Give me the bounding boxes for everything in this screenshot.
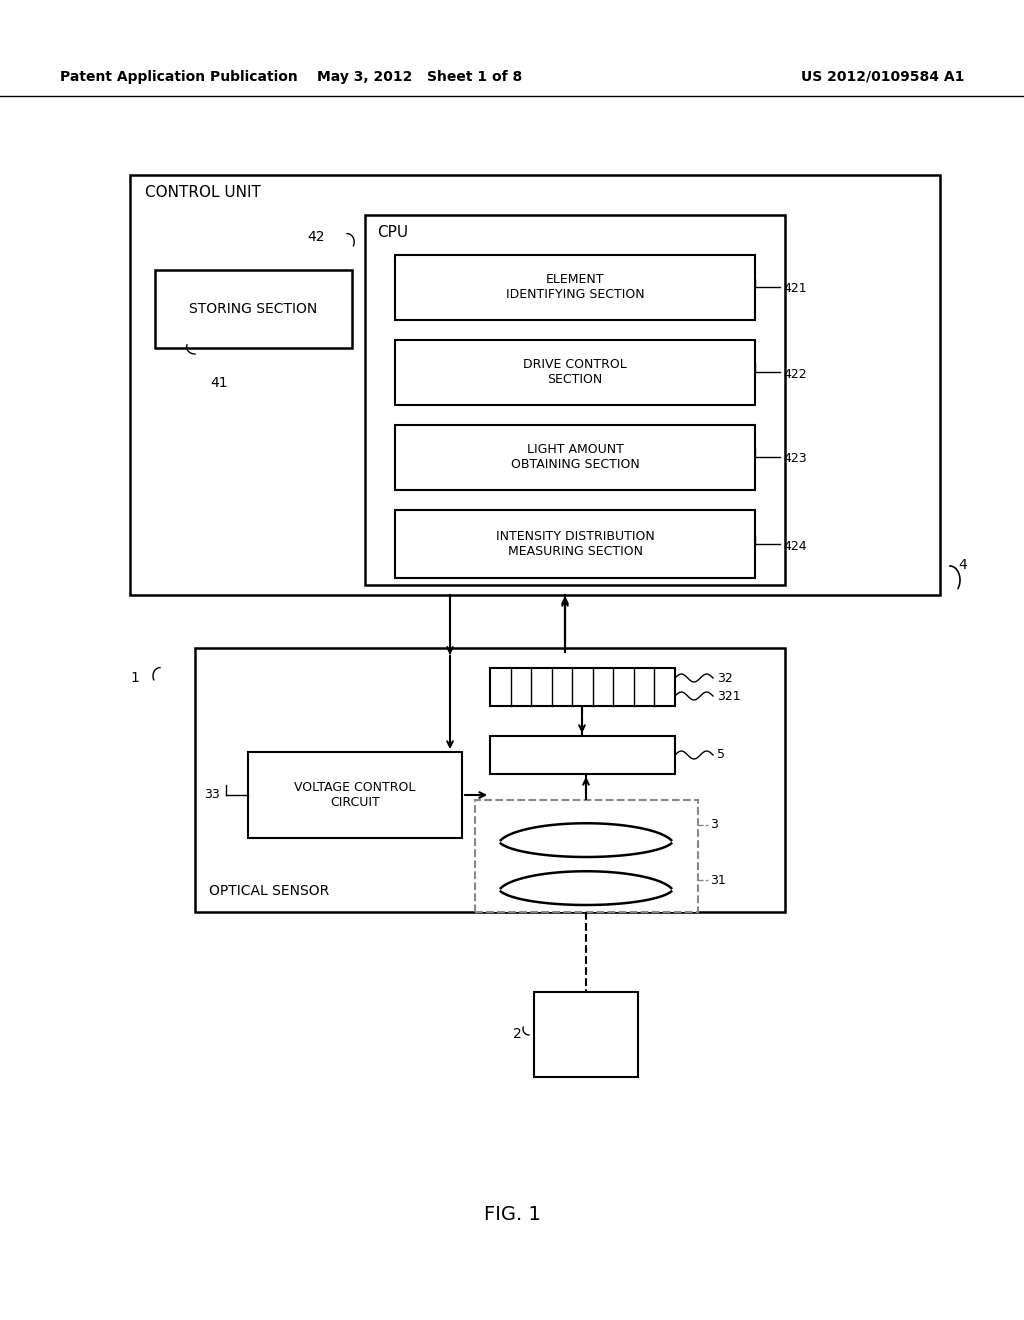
Text: STORING SECTION: STORING SECTION [188,302,317,315]
Bar [365,215,785,585]
Text: 423: 423 [783,453,807,466]
Text: 321: 321 [717,689,740,702]
Text: Patent Application Publication: Patent Application Publication [60,70,298,84]
Bar [490,737,675,774]
Text: CONTROL UNIT: CONTROL UNIT [145,185,261,201]
Text: 422: 422 [783,367,807,380]
Text: US 2012/0109584 A1: US 2012/0109584 A1 [801,70,964,84]
Text: ELEMENT
IDENTIFYING SECTION: ELEMENT IDENTIFYING SECTION [506,273,644,301]
Bar [195,648,785,912]
Text: 33: 33 [204,788,220,801]
Bar [534,993,638,1077]
Text: 3: 3 [710,818,718,832]
Bar [395,341,755,405]
Text: OPTICAL SENSOR: OPTICAL SENSOR [209,884,330,898]
Bar [475,800,698,912]
Bar [395,255,755,319]
Text: LIGHT AMOUNT
OBTAINING SECTION: LIGHT AMOUNT OBTAINING SECTION [511,444,639,471]
Bar [248,752,462,838]
Text: 421: 421 [783,282,807,296]
Text: 1: 1 [130,671,139,685]
Bar [130,176,940,595]
Bar [395,425,755,490]
Text: 32: 32 [717,672,733,685]
Text: DRIVE CONTROL
SECTION: DRIVE CONTROL SECTION [523,358,627,385]
Text: 424: 424 [783,540,807,553]
Text: 42: 42 [307,230,325,244]
Text: CPU: CPU [377,224,409,240]
Text: May 3, 2012   Sheet 1 of 8: May 3, 2012 Sheet 1 of 8 [317,70,522,84]
Bar [490,668,675,706]
Text: INTENSITY DISTRIBUTION
MEASURING SECTION: INTENSITY DISTRIBUTION MEASURING SECTION [496,531,654,558]
Text: FIG. 1: FIG. 1 [483,1205,541,1225]
Text: 31: 31 [710,874,726,887]
Text: 5: 5 [717,748,725,762]
Bar [395,510,755,578]
Text: 41: 41 [210,376,227,389]
Text: 4: 4 [958,558,967,572]
Bar [155,271,352,348]
Text: 2: 2 [513,1027,522,1041]
Text: VOLTAGE CONTROL
CIRCUIT: VOLTAGE CONTROL CIRCUIT [294,781,416,809]
